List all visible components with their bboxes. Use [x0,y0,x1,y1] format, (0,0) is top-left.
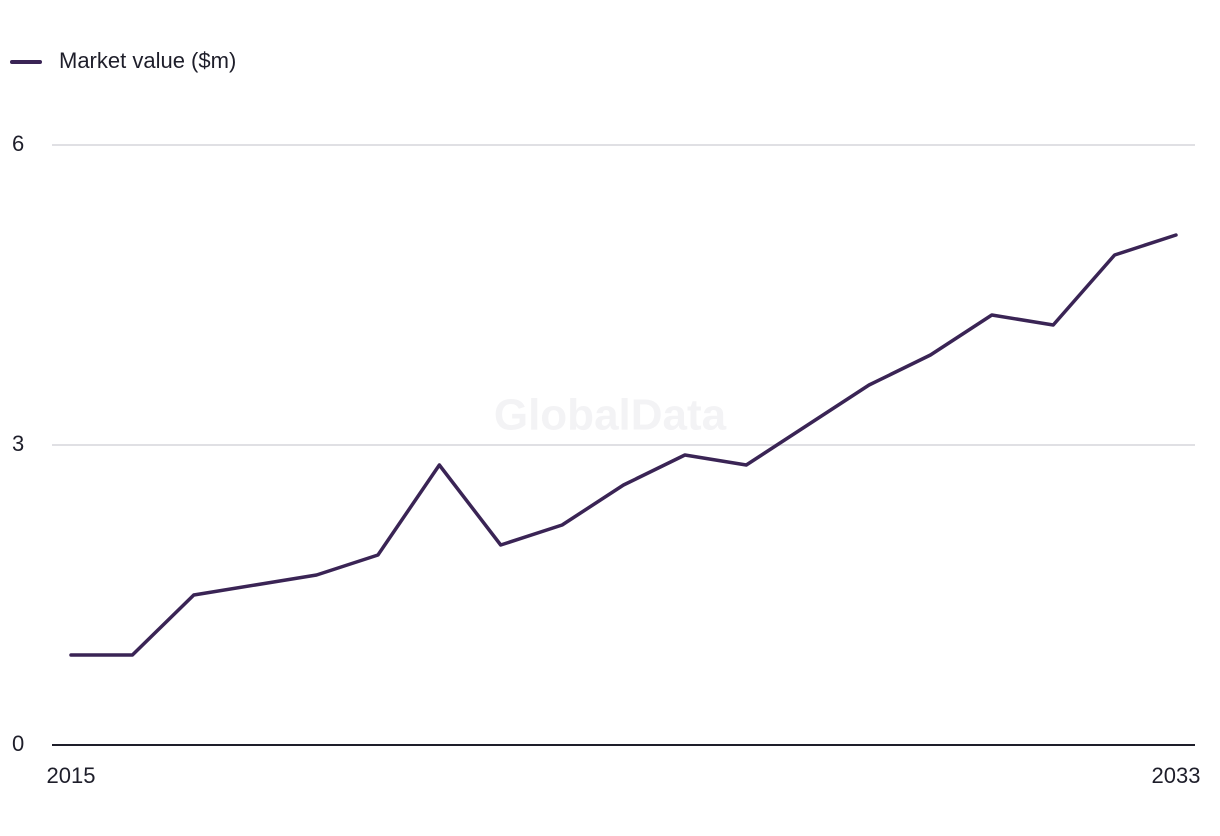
y-tick-label: 6 [12,131,24,156]
y-tick-label: 3 [12,431,24,456]
watermark: GlobalData [494,391,727,440]
y-tick-label: 0 [12,731,24,756]
legend-label: Market value ($m) [59,48,236,73]
x-tick-label: 2033 [1152,763,1201,788]
line [69,233,1178,657]
x-tick-label: 2015 [47,763,96,788]
